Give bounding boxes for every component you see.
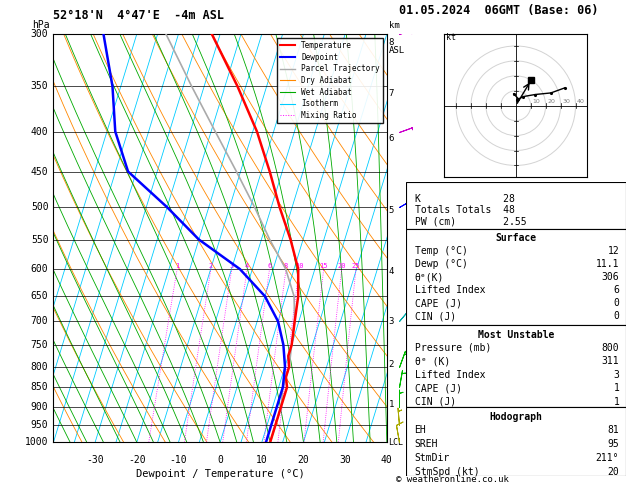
Text: Temp (°C): Temp (°C) — [415, 246, 467, 257]
Text: 4: 4 — [389, 267, 394, 277]
Text: CIN (J): CIN (J) — [415, 311, 455, 321]
Text: 52°18'N  4°47'E  -4m ASL: 52°18'N 4°47'E -4m ASL — [53, 9, 225, 22]
Text: 350: 350 — [31, 81, 48, 91]
Bar — [406, 407, 626, 476]
Text: 30: 30 — [562, 100, 570, 104]
Text: θᵉ(K): θᵉ(K) — [415, 272, 444, 282]
Text: 81: 81 — [608, 425, 619, 435]
Text: 400: 400 — [31, 126, 48, 137]
Text: 4: 4 — [245, 263, 249, 269]
Text: 300: 300 — [31, 29, 48, 39]
Text: Mixing Ratio (g/kg): Mixing Ratio (g/kg) — [409, 191, 418, 286]
Text: 1000: 1000 — [25, 437, 48, 447]
Text: 850: 850 — [31, 382, 48, 392]
Text: 750: 750 — [31, 340, 48, 350]
Text: K              28: K 28 — [415, 194, 515, 204]
Text: ASL: ASL — [389, 46, 404, 55]
Text: 650: 650 — [31, 291, 48, 301]
Text: Pressure (mb): Pressure (mb) — [415, 343, 491, 353]
Text: 8: 8 — [284, 263, 288, 269]
Text: 10: 10 — [532, 100, 540, 104]
Text: Most Unstable: Most Unstable — [477, 330, 554, 340]
Text: StmSpd (kt): StmSpd (kt) — [415, 467, 479, 477]
Text: 25: 25 — [352, 263, 360, 269]
Text: Hodograph: Hodograph — [489, 412, 542, 421]
Text: 8: 8 — [389, 38, 394, 48]
Text: 01.05.2024  06GMT (Base: 06): 01.05.2024 06GMT (Base: 06) — [399, 4, 599, 17]
Text: 20: 20 — [547, 100, 555, 104]
Text: 950: 950 — [31, 420, 48, 430]
Text: 900: 900 — [31, 401, 48, 412]
Text: 0: 0 — [613, 298, 619, 308]
Text: Dewpoint / Temperature (°C): Dewpoint / Temperature (°C) — [136, 469, 304, 479]
Text: 550: 550 — [31, 235, 48, 244]
Text: Surface: Surface — [495, 233, 537, 243]
Text: 500: 500 — [31, 202, 48, 212]
Text: 306: 306 — [601, 272, 619, 282]
Text: 20: 20 — [608, 467, 619, 477]
Text: km: km — [389, 21, 399, 30]
Text: -30: -30 — [86, 454, 104, 465]
Text: 2: 2 — [389, 360, 394, 369]
Bar — [406, 229, 626, 325]
Text: StmDir: StmDir — [415, 453, 450, 463]
Text: EH: EH — [415, 425, 426, 435]
Text: 2: 2 — [209, 263, 213, 269]
Text: 3: 3 — [389, 317, 394, 326]
Text: 5: 5 — [389, 206, 394, 215]
Text: 311: 311 — [601, 356, 619, 366]
Text: 450: 450 — [31, 167, 48, 176]
Text: CAPE (J): CAPE (J) — [415, 298, 462, 308]
Text: 0: 0 — [217, 454, 223, 465]
Text: -10: -10 — [170, 454, 187, 465]
Text: 40: 40 — [381, 454, 392, 465]
Text: Totals Totals  48: Totals Totals 48 — [415, 205, 515, 215]
Text: 800: 800 — [601, 343, 619, 353]
Text: θᵉ (K): θᵉ (K) — [415, 356, 450, 366]
Text: 1: 1 — [613, 397, 619, 407]
Text: 10: 10 — [295, 263, 303, 269]
Text: 20: 20 — [338, 263, 346, 269]
Text: 1: 1 — [389, 400, 394, 409]
Text: 40: 40 — [577, 100, 585, 104]
Text: 3: 3 — [613, 370, 619, 380]
Text: SREH: SREH — [415, 439, 438, 449]
Text: CIN (J): CIN (J) — [415, 397, 455, 407]
Text: kt: kt — [445, 33, 455, 42]
Text: 95: 95 — [608, 439, 619, 449]
Text: 20: 20 — [298, 454, 309, 465]
Text: LCL: LCL — [389, 438, 403, 447]
Text: 15: 15 — [320, 263, 328, 269]
Text: 12: 12 — [608, 246, 619, 257]
Text: 600: 600 — [31, 264, 48, 274]
Text: 0: 0 — [613, 311, 619, 321]
Text: 6: 6 — [389, 134, 394, 143]
Text: 1: 1 — [175, 263, 179, 269]
Text: 7: 7 — [389, 88, 394, 98]
Text: 3: 3 — [230, 263, 234, 269]
Text: © weatheronline.co.uk: © weatheronline.co.uk — [396, 474, 509, 484]
Text: 800: 800 — [31, 362, 48, 372]
Text: 30: 30 — [339, 454, 351, 465]
Text: hPa: hPa — [33, 20, 50, 30]
Text: CAPE (J): CAPE (J) — [415, 383, 462, 394]
Text: 11.1: 11.1 — [596, 260, 619, 269]
Text: Lifted Index: Lifted Index — [415, 285, 485, 295]
Text: 211°: 211° — [596, 453, 619, 463]
Legend: Temperature, Dewpoint, Parcel Trajectory, Dry Adiabat, Wet Adiabat, Isotherm, Mi: Temperature, Dewpoint, Parcel Trajectory… — [277, 38, 383, 123]
Text: -20: -20 — [128, 454, 146, 465]
Text: Dewp (°C): Dewp (°C) — [415, 260, 467, 269]
Bar — [406, 325, 626, 407]
Text: 6: 6 — [267, 263, 272, 269]
Text: PW (cm)        2.55: PW (cm) 2.55 — [415, 216, 526, 226]
Text: 700: 700 — [31, 316, 48, 326]
Text: 6: 6 — [613, 285, 619, 295]
Text: 1: 1 — [613, 383, 619, 394]
Text: 10: 10 — [256, 454, 268, 465]
Text: Lifted Index: Lifted Index — [415, 370, 485, 380]
Bar — [406, 182, 626, 229]
